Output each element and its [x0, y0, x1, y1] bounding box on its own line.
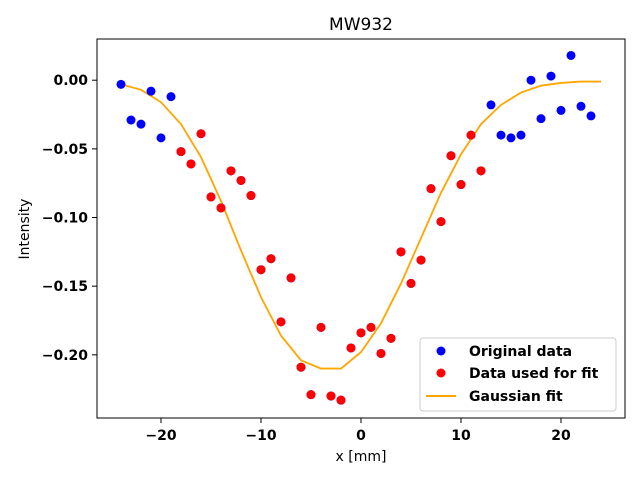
legend-label: Original data [469, 344, 572, 360]
data-point-original [516, 130, 526, 140]
legend-label: Data used for fit [469, 366, 599, 382]
data-point-fit [266, 254, 276, 264]
x-tick-label: 20 [551, 428, 571, 444]
data-point-fit [346, 343, 356, 353]
data-point-original [546, 71, 556, 81]
data-point-original [126, 115, 136, 125]
data-point-fit [396, 247, 406, 257]
legend-swatch-original [436, 346, 446, 356]
y-tick-label: −0.15 [42, 279, 88, 295]
data-point-original [136, 119, 146, 129]
data-point-fit [296, 362, 306, 372]
data-point-fit [476, 166, 486, 176]
y-axis: 0.00 −0.05 −0.10 −0.15 −0.20 [42, 73, 97, 364]
data-point-fit [196, 129, 206, 139]
x-tick-label: 10 [451, 428, 471, 444]
data-point-fit [446, 151, 456, 161]
y-tick-label: −0.05 [42, 142, 88, 158]
data-point-fit [216, 203, 226, 213]
x-tick-label: −20 [145, 428, 176, 444]
data-point-original [156, 133, 166, 143]
data-point-fit [386, 333, 396, 343]
data-point-fit [226, 166, 236, 176]
data-point-fit [466, 130, 476, 140]
x-tick-label: −10 [245, 428, 276, 444]
data-point-original [496, 130, 506, 140]
series-line-gaussian-fit [120, 80, 601, 370]
legend-label: Gaussian fit [469, 389, 563, 405]
data-point-fit [276, 317, 286, 327]
data-point-original [536, 114, 546, 124]
data-point-original [166, 92, 176, 102]
plot-marks [116, 50, 601, 405]
data-point-fit [236, 175, 246, 185]
data-point-original [556, 105, 566, 115]
x-tick-label: 0 [356, 428, 366, 444]
data-point-original [586, 111, 596, 121]
data-point-original [146, 86, 156, 96]
data-point-original [116, 79, 126, 89]
data-point-fit [376, 348, 386, 358]
x-axis: −20 −10 0 10 20 [145, 418, 571, 444]
data-point-fit [406, 278, 416, 288]
data-point-fit [456, 180, 466, 190]
y-tick-label: −0.10 [42, 211, 89, 227]
data-point-original [506, 133, 516, 143]
data-point-fit [416, 255, 426, 265]
y-axis-label: Intensity [17, 199, 33, 260]
data-point-original [566, 50, 576, 60]
y-tick-label: −0.20 [42, 348, 89, 364]
legend-box [419, 337, 617, 412]
data-point-fit [326, 391, 336, 401]
x-axis-label: x [mm] [336, 449, 387, 465]
data-point-fit [336, 395, 346, 405]
data-point-fit [286, 273, 296, 283]
data-point-fit [436, 217, 446, 227]
data-point-fit [316, 322, 326, 332]
data-point-original [576, 101, 586, 111]
y-tick-label: 0.00 [53, 73, 88, 89]
legend: Original data Data used for fit Gaussian f… [419, 337, 617, 412]
data-point-fit [176, 147, 186, 157]
data-point-fit [366, 322, 376, 332]
data-point-fit [186, 159, 196, 169]
data-point-fit [246, 191, 256, 201]
data-point-fit [306, 390, 316, 400]
data-point-fit [206, 192, 216, 202]
data-point-fit [426, 184, 436, 194]
data-point-original [486, 100, 496, 110]
data-point-fit [356, 328, 366, 338]
chart-title: MW932 [329, 15, 393, 35]
legend-swatch-fit [436, 368, 446, 378]
data-point-original [526, 75, 536, 85]
data-point-fit [256, 265, 266, 275]
